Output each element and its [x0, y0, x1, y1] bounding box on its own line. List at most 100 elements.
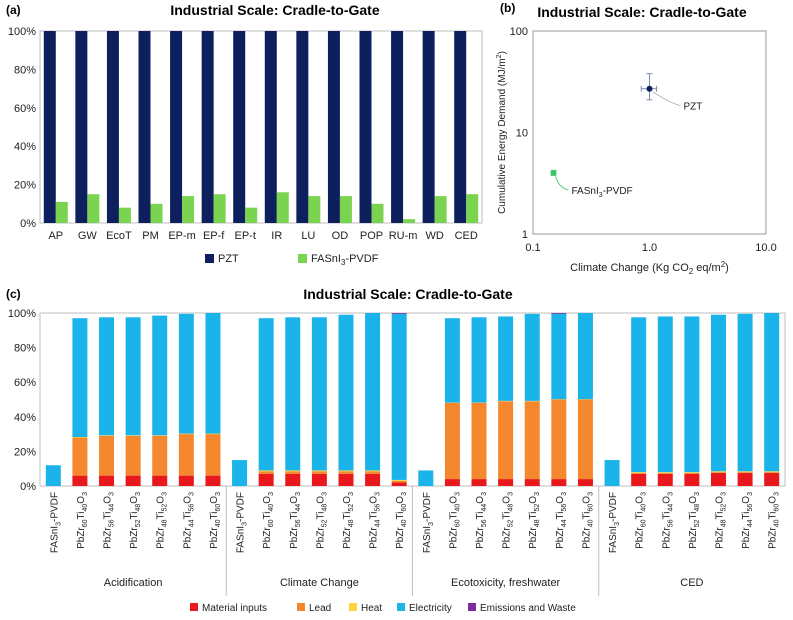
x-tick-label-subscript: 60 — [587, 504, 594, 512]
bar-pzt — [170, 31, 182, 223]
bar-segment-heat — [631, 472, 646, 473]
x-tick-label-text: PbZr — [395, 527, 406, 549]
x-tick-label-text: Ti — [768, 511, 779, 519]
x-tick-label-subscript: 40 — [82, 504, 89, 512]
bar-segment-material-inputs — [365, 474, 380, 486]
x-tick-label-subscript: 52 — [135, 519, 142, 527]
x-tick-label-subscript: 3 — [401, 492, 408, 496]
bar-segment-lead — [445, 403, 460, 479]
x-tick-label-text: PbZr — [315, 527, 326, 549]
legend-swatch — [397, 603, 405, 611]
x-tick-label-text: -PVDF — [608, 492, 619, 522]
x-tick-label-subscript: 3 — [454, 492, 461, 496]
x-tick-label-subscript: 60 — [641, 519, 648, 527]
x-tick-label: EP-m — [168, 230, 196, 242]
bar-segment-heat — [338, 470, 353, 471]
bar-fasni3-pvdf — [308, 196, 320, 223]
x-tick-label-subscript: 52 — [720, 504, 727, 512]
x-tick-label-subscript: 3 — [375, 492, 382, 496]
bar-segment-material-inputs — [578, 479, 593, 486]
x-tick-label-text: PbZr — [661, 527, 672, 549]
x-tick-label-subscript: 60 — [215, 504, 222, 512]
y-axis-title: Cumulative Energy Demand (MJ/m2) — [496, 51, 508, 214]
bar-segment-heat — [658, 472, 673, 473]
x-axis-title-text: eq/m — [693, 262, 721, 274]
x-tick-label-text: PbZr — [475, 527, 486, 549]
bar-segment-material-inputs — [445, 479, 460, 486]
bar-segment-material-inputs — [126, 476, 141, 486]
x-tick-label-subscript: 3 — [747, 492, 754, 496]
x-tick-label-subscript: 52 — [694, 519, 701, 527]
bar-fasni3-pvdf — [245, 208, 257, 223]
panel-label-b: (b) — [500, 1, 515, 15]
x-tick-label-subscript: 48 — [321, 504, 328, 512]
x-tick-label-text: PbZr — [369, 527, 380, 549]
x-tick-label-subscript: 56 — [295, 519, 302, 527]
x-tick-label-subscript: 3 — [321, 492, 328, 496]
bar-fasni3-pvdf — [87, 194, 99, 223]
x-tick-label: WD — [425, 230, 443, 242]
bar-segment-lead — [764, 472, 779, 473]
x-tick-label-subscript: 3 — [641, 492, 648, 496]
bar-segment-electricity — [445, 318, 460, 402]
bar-pzt — [423, 31, 435, 223]
chart-b-title: Industrial Scale: Cradle-to-Gate — [537, 4, 746, 20]
x-tick-label-text: Ti — [688, 511, 699, 519]
bar-segment-heat — [764, 471, 779, 472]
bar-pzt — [265, 31, 277, 223]
x-tick-label-text: PbZr — [555, 527, 566, 549]
bar-segment-material-inputs — [525, 479, 540, 486]
x-tick-label-subscript: 48 — [694, 504, 701, 512]
legend-text: FASnI — [311, 253, 341, 265]
x-tick-label-subscript: 48 — [508, 504, 515, 512]
bar-segment-lead — [631, 473, 646, 474]
bar-segment-heat — [99, 435, 114, 436]
bar-segment-lead — [472, 403, 487, 479]
y-tick-label: 0% — [20, 481, 36, 493]
bar-segment-material-inputs — [338, 474, 353, 486]
bar-segment-electricity — [525, 314, 540, 401]
x-tick-label: CED — [455, 230, 478, 242]
x-tick-label-text: -PVDF — [49, 492, 60, 522]
x-tick-label-subscript: 56 — [481, 519, 488, 527]
point-label-text: -PVDF — [603, 186, 633, 197]
bar-pzt — [454, 31, 466, 223]
group-label: Acidification — [104, 577, 163, 589]
legend-swatch — [349, 603, 357, 611]
x-tick-label-text: -PVDF — [236, 492, 247, 522]
bar-segment-electricity — [179, 314, 194, 434]
x-tick-label-subscript: 44 — [188, 519, 195, 527]
bar-segment-electricity — [365, 313, 380, 470]
bar-pzt — [107, 31, 119, 223]
x-tick-label-subscript: 3 — [481, 492, 488, 496]
x-tick-label-text: PbZr — [688, 527, 699, 549]
bar-pzt — [233, 31, 245, 223]
x-tick-label-subscript: 44 — [747, 519, 754, 527]
x-tick-label-subscript: 40 — [454, 504, 461, 512]
chart-c-title: Industrial Scale: Cradle-to-Gate — [303, 286, 512, 302]
x-tick-label-subscript: 3 — [774, 492, 781, 496]
bar-segment-heat — [285, 470, 300, 471]
x-tick-label: OD — [332, 230, 349, 242]
point-label-text: FASnI — [572, 186, 599, 197]
bar-segment-lead — [525, 401, 540, 479]
x-tick-label-text: Ti — [502, 511, 513, 519]
legend-label: Emissions and Waste — [480, 603, 576, 614]
bar-segment-electricity — [152, 316, 167, 436]
bar-segment-electricity — [658, 316, 673, 472]
x-tick-label-text: Ti — [395, 511, 406, 519]
x-tick-label-text: PbZr — [103, 527, 114, 549]
x-tick-label-text: Ti — [661, 511, 672, 519]
point-fasni3-pvdf — [551, 170, 557, 176]
bar-segment-electricity — [99, 317, 114, 435]
x-tick-label-subscript: 40 — [774, 519, 781, 527]
bar-segment-heat — [312, 470, 327, 471]
x-tick-label-subscript: 3 — [534, 492, 541, 496]
x-tick-label-text: PbZr — [342, 527, 353, 549]
x-tick-label-subscript: 40 — [401, 519, 408, 527]
bar-segment-lead — [312, 471, 327, 474]
x-tick-label-text: PbZr — [714, 527, 725, 549]
bar-pzt — [328, 31, 340, 223]
x-tick-label-text: Ti — [103, 511, 114, 519]
x-tick-label-subscript: 48 — [534, 519, 541, 527]
